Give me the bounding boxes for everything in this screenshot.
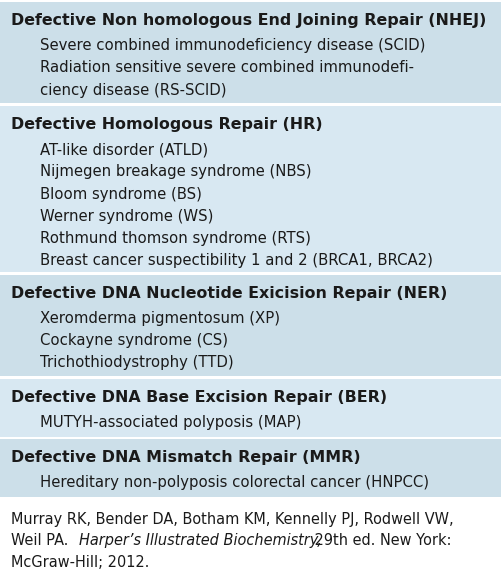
Text: McGraw-Hill; 2012.: McGraw-Hill; 2012.: [11, 555, 149, 570]
Text: Nijmegen breakage syndrome (NBS): Nijmegen breakage syndrome (NBS): [40, 164, 311, 179]
Bar: [0, 103, 501, 106]
Text: Harper’s Illustrated Biochemistry,: Harper’s Illustrated Biochemistry,: [79, 533, 321, 548]
Bar: [0, 106, 501, 272]
Text: Bloom syndrome (BS): Bloom syndrome (BS): [40, 187, 202, 202]
Text: Defective DNA Base Excision Repair (BER): Defective DNA Base Excision Repair (BER): [11, 390, 386, 405]
Bar: [0, 2, 501, 103]
Text: Rothmund thomson syndrome (RTS): Rothmund thomson syndrome (RTS): [40, 231, 311, 246]
Text: Hereditary non-polyposis colorectal cancer (HNPCC): Hereditary non-polyposis colorectal canc…: [40, 475, 428, 490]
Bar: [0, 272, 501, 275]
Bar: [0, 439, 501, 497]
Text: Cockayne syndrome (CS): Cockayne syndrome (CS): [40, 333, 228, 348]
Text: Radiation sensitive severe combined immunodefi-: Radiation sensitive severe combined immu…: [40, 60, 413, 75]
Text: Xeromderma pigmentosum (XP): Xeromderma pigmentosum (XP): [40, 311, 280, 326]
Bar: [0, 437, 501, 439]
Text: MUTYH-associated polyposis (MAP): MUTYH-associated polyposis (MAP): [40, 415, 301, 430]
Text: 29th ed. New York:: 29th ed. New York:: [309, 533, 450, 548]
Text: AT-like disorder (ATLD): AT-like disorder (ATLD): [40, 142, 208, 157]
Text: Severe combined immunodeficiency disease (SCID): Severe combined immunodeficiency disease…: [40, 38, 425, 53]
Bar: [0, 376, 501, 378]
Text: Trichothiodystrophy (TTD): Trichothiodystrophy (TTD): [40, 355, 233, 370]
Text: Defective DNA Nucleotide Exicision Repair (NER): Defective DNA Nucleotide Exicision Repai…: [11, 286, 446, 301]
Bar: [0, 275, 501, 376]
Text: Defective Homologous Repair (HR): Defective Homologous Repair (HR): [11, 117, 322, 132]
Text: Breast cancer suspectibility 1 and 2 (BRCA1, BRCA2): Breast cancer suspectibility 1 and 2 (BR…: [40, 253, 432, 268]
Text: Defective Non homologous End Joining Repair (NHEJ): Defective Non homologous End Joining Rep…: [11, 13, 485, 28]
Text: ciency disease (RS-SCID): ciency disease (RS-SCID): [40, 83, 226, 98]
Text: Werner syndrome (WS): Werner syndrome (WS): [40, 209, 213, 224]
Bar: [0, 378, 501, 437]
Text: Murray RK, Bender DA, Botham KM, Kennelly PJ, Rodwell VW,: Murray RK, Bender DA, Botham KM, Kennell…: [11, 511, 452, 526]
Text: Defective DNA Mismatch Repair (MMR): Defective DNA Mismatch Repair (MMR): [11, 450, 360, 465]
Text: Weil PA.: Weil PA.: [11, 533, 73, 548]
